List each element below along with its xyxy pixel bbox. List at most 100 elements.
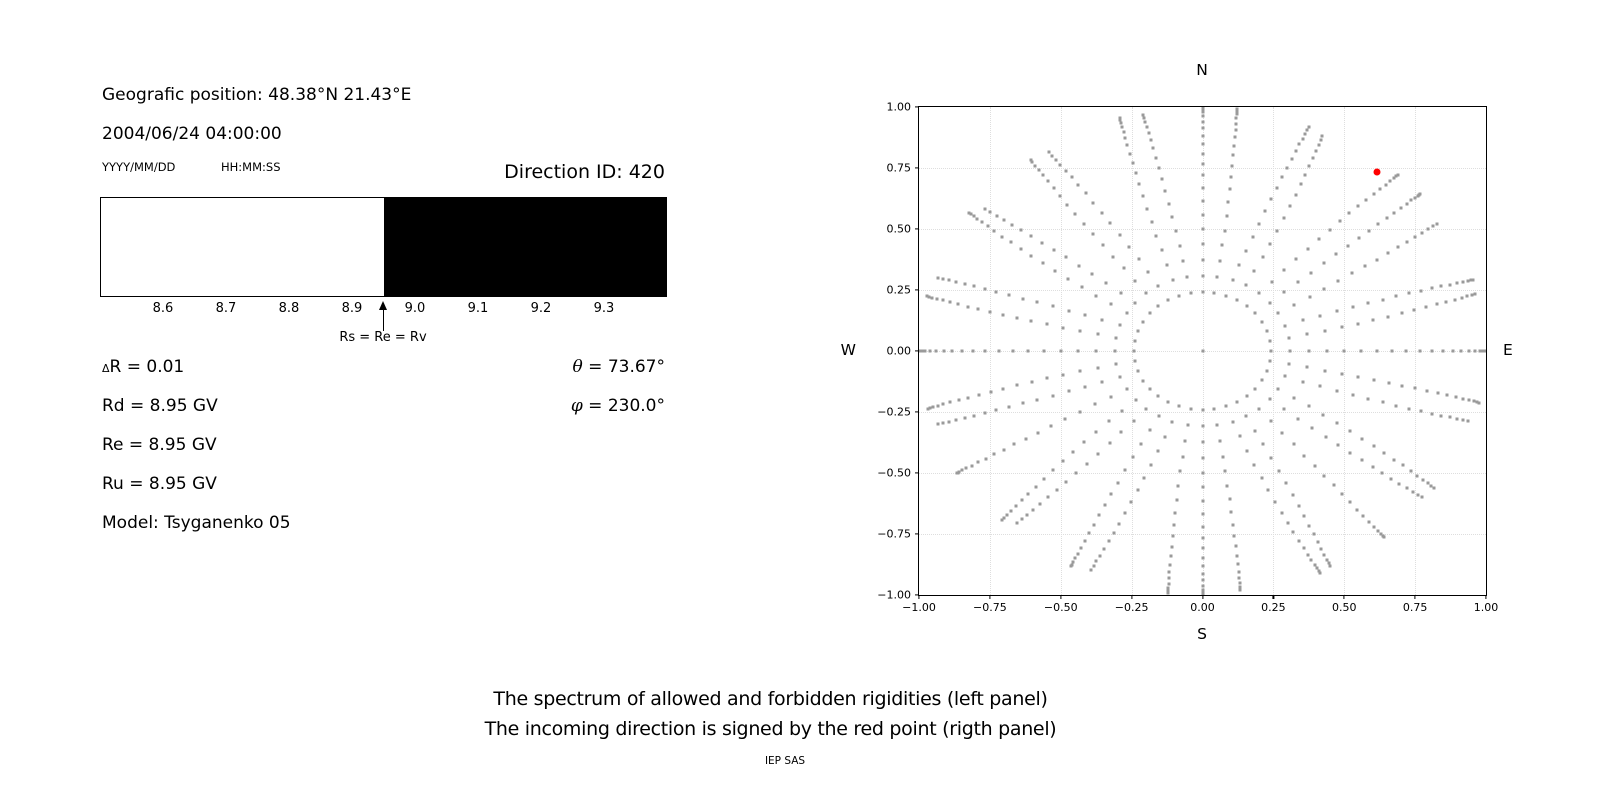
- direction-dot: [1167, 582, 1171, 586]
- direction-dot: [1181, 455, 1185, 459]
- direction-dot: [1035, 300, 1039, 304]
- compass-east-label: E: [1503, 341, 1513, 359]
- direction-dot: [1109, 302, 1113, 306]
- direction-dot: [1083, 539, 1087, 543]
- direction-dot: [1134, 398, 1138, 402]
- direction-dot: [1160, 177, 1164, 181]
- direction-dot: [1102, 547, 1106, 551]
- direction-dot: [1261, 442, 1265, 446]
- direction-dot: [1380, 471, 1384, 475]
- direction-dot: [1237, 570, 1241, 574]
- direction-dot: [1010, 223, 1014, 227]
- direction-dot: [1096, 332, 1100, 336]
- direction-dot: [1201, 556, 1204, 560]
- direction-dot: [1034, 485, 1038, 489]
- direction-dot: [1041, 261, 1045, 265]
- direction-dot: [1420, 231, 1424, 235]
- direction-dot: [1389, 477, 1393, 481]
- direction-dot: [1082, 440, 1086, 444]
- direction-dot: [1021, 297, 1025, 301]
- direction-dot: [1134, 171, 1138, 175]
- direction-dot: [1139, 442, 1143, 446]
- direction-dot: [1253, 429, 1257, 433]
- direction-dot: [1233, 135, 1237, 139]
- spectrum-tick-label: 9.0: [404, 301, 426, 316]
- direction-dot: [954, 280, 958, 284]
- direction-dot: [1335, 309, 1339, 313]
- direction-dot: [1177, 294, 1181, 298]
- direction-dot: [1094, 559, 1098, 563]
- phi-text: = 230.0°: [582, 396, 665, 416]
- direction-dot: [1282, 216, 1286, 220]
- direction-dot: [1074, 471, 1078, 475]
- x-tick: [1485, 595, 1487, 599]
- direction-dot: [1453, 298, 1457, 302]
- direction-dot: [1372, 525, 1376, 529]
- y-tick-label: −0.75: [877, 527, 911, 541]
- direction-dot: [1432, 486, 1436, 490]
- direction-dot: [1260, 378, 1264, 382]
- direction-dot: [1328, 228, 1332, 232]
- direction-dot: [1314, 149, 1318, 153]
- direction-dot: [1382, 451, 1386, 455]
- direction-dot: [1435, 302, 1439, 306]
- direction-dot: [920, 349, 924, 353]
- direction-dot: [1325, 349, 1329, 353]
- x-tick: [989, 595, 991, 599]
- direction-dot: [1020, 498, 1024, 502]
- direction-dot: [1071, 560, 1075, 564]
- direction-dot: [1096, 366, 1100, 370]
- boundary-arrow-head-icon: [378, 301, 387, 310]
- direction-dot: [1201, 578, 1204, 582]
- direction-dot: [976, 460, 980, 464]
- direction-dot: [1156, 284, 1160, 288]
- direction-dot: [1170, 215, 1174, 219]
- direction-dot: [1073, 212, 1077, 216]
- direction-dot: [1166, 586, 1170, 590]
- direction-dot: [1000, 518, 1004, 522]
- direction-dot: [1122, 130, 1126, 134]
- direction-dot: [1372, 378, 1376, 382]
- direction-dot: [1131, 455, 1135, 459]
- direction-dot: [1351, 305, 1355, 309]
- direction-dot: [1376, 222, 1380, 226]
- direction-dot: [1201, 107, 1204, 111]
- direction-dot: [1360, 458, 1364, 462]
- direction-dot: [1301, 137, 1305, 140]
- direction-dot: [1310, 426, 1314, 430]
- theta-text: = 73.67°: [582, 357, 665, 377]
- direction-dot: [1146, 270, 1150, 274]
- direction-dot: [1245, 394, 1249, 398]
- direction-dot: [1076, 349, 1080, 353]
- direction-dot: [1166, 589, 1170, 593]
- direction-dot: [955, 471, 959, 475]
- direction-dot: [1359, 349, 1363, 353]
- direction-dot: [1091, 232, 1095, 236]
- direction-dot: [1042, 349, 1046, 353]
- direction-dot: [947, 278, 951, 282]
- direction-dot: [1307, 164, 1311, 168]
- direction-dot: [1361, 514, 1365, 518]
- direction-dot: [1108, 441, 1111, 445]
- direction-dot: [1348, 500, 1352, 504]
- direction-dot: [1229, 510, 1233, 514]
- direction-dot: [1092, 564, 1096, 568]
- direction-dot: [1473, 349, 1477, 353]
- direction-dot: [1409, 198, 1413, 202]
- direction-dot: [1299, 182, 1303, 186]
- direction-dot: [1030, 160, 1034, 164]
- direction-dot: [1123, 468, 1127, 472]
- direction-dot: [1132, 419, 1136, 422]
- direction-dot: [1235, 298, 1239, 302]
- direction-dot: [1287, 336, 1291, 340]
- direction-dot: [1100, 380, 1104, 384]
- direction-dot: [1234, 116, 1238, 120]
- direction-dot: [941, 421, 945, 425]
- direction-id-text: Direction ID: 420: [504, 161, 665, 183]
- direction-dot: [1269, 197, 1273, 201]
- credit-text: IEP SAS: [764, 755, 806, 767]
- direction-dot: [1201, 134, 1204, 138]
- y-tick: [915, 289, 919, 291]
- direction-dot: [1083, 385, 1087, 389]
- y-tick-label: 0.75: [886, 161, 912, 175]
